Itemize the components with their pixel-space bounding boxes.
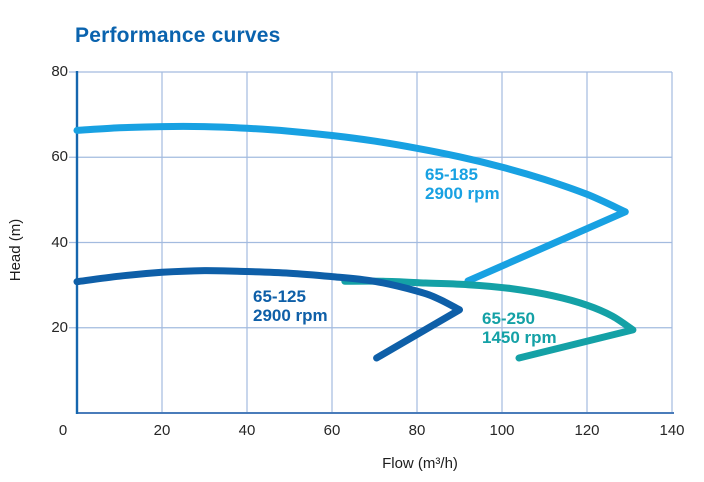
x-axis-title: Flow (m³/h) [382, 455, 458, 472]
x-tick-label: 120 [574, 422, 600, 439]
curve-rpm: 2900 rpm [253, 306, 328, 325]
curve-name: 65-250 [482, 309, 535, 328]
x-tick-label: 40 [238, 422, 256, 439]
curve-65-125 [73, 267, 463, 362]
x-tick-label: 140 [659, 422, 685, 439]
y-tick-label: 60 [51, 148, 68, 165]
curve-rpm: 2900 rpm [425, 184, 500, 203]
y-tick-label: 80 [51, 63, 68, 80]
x-tick-label: 80 [408, 422, 426, 439]
x-tick-label: 100 [489, 422, 515, 439]
curve-label-65-185: 65-185 2900 rpm [425, 165, 500, 203]
y-tick-label: 20 [51, 319, 68, 336]
chart-title: Performance curves [75, 24, 281, 47]
curve-name: 65-125 [253, 287, 306, 306]
x-tick-label: 20 [153, 422, 171, 439]
curve-name: 65-185 [425, 165, 478, 184]
curve-65-250 [341, 277, 637, 362]
curve-label-65-250: 65-250 1450 rpm [482, 309, 557, 347]
y-tick-label: 40 [51, 234, 68, 251]
curve-label-65-125: 65-125 2900 rpm [253, 287, 328, 325]
x-tick-label: 0 [58, 422, 68, 439]
x-tick-label: 60 [323, 422, 341, 439]
curve-rpm: 1450 rpm [482, 328, 557, 347]
y-axis-title: Head (m) [7, 218, 24, 282]
curve-65-185 [73, 122, 629, 285]
